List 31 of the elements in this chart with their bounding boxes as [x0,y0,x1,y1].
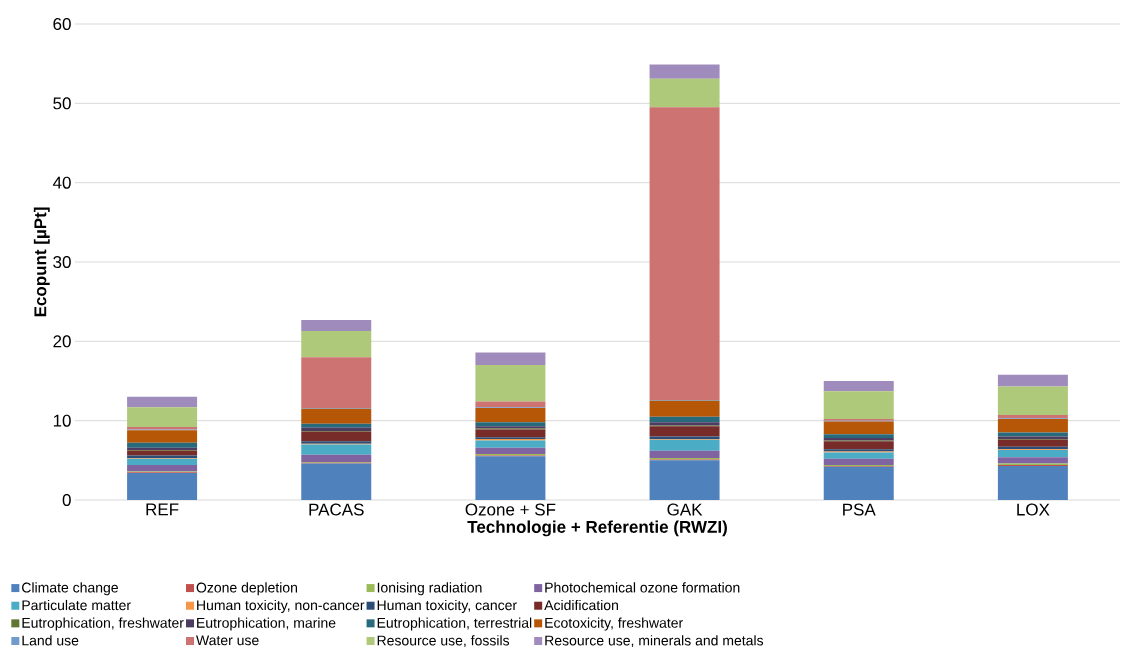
legend-label: Particulate matter [22,599,131,611]
y-tick-label: 0 [62,493,71,507]
legend-label: Climate change [22,582,118,596]
y-tick-label: 50 [53,97,71,110]
legend-label: Ozone depletion [196,582,298,596]
y-tick-label: 20 [53,335,71,348]
legend-label: Resource use, fossils [377,635,510,648]
y-tick-label: 10 [53,414,71,427]
legend-label: Human toxicity, cancer [377,599,517,613]
legend-label: Eutrophication, terrestrial [377,617,532,631]
x-tick-label: PACAS [309,503,364,516]
legend-label: Eutrophication, freshwater [22,617,184,631]
legend-label: Ionising radiation [377,582,482,596]
y-axis-title: Ecopunt [µPt] [33,207,50,317]
x-axis-title: Technologie + Referentie (RWZI) [467,520,727,537]
x-tick-label: GAK [667,503,703,516]
x-tick-label: Ozone + SF [465,503,556,516]
legend-label: Human toxicity, non-cancer [197,599,365,613]
legend-label: Ecotoxicity, freshwater [545,617,683,631]
x-tick-label: REF [146,503,179,516]
legend-label: Land use [22,635,79,646]
legend-label: Photochemical ozone formation [545,582,740,593]
y-tick-label: 40 [52,176,71,189]
x-tick-label: PSA [843,503,876,516]
y-tick-label: 60 [53,17,71,31]
y-tick-label: 30 [53,255,71,269]
legend-label: Water use [196,635,259,646]
legend-label: Acidification [544,599,618,611]
legend-label: Resource use, minerals and metals [545,635,764,648]
x-tick-label: LOX [1017,503,1050,516]
legend-label: Eutrophication, marine [197,617,336,631]
